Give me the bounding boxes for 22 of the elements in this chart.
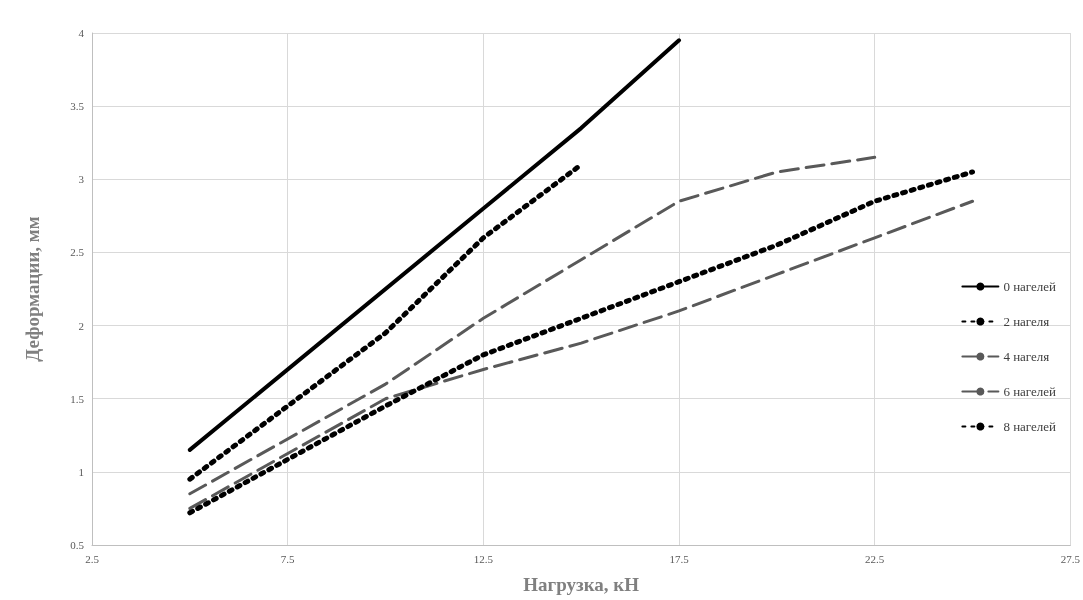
legend-label: 4 нагеля	[1003, 349, 1050, 364]
y-tick-label: 3.5	[70, 100, 85, 113]
line-series	[187, 38, 682, 452]
y-axis-title: Деформации, мм	[22, 216, 43, 362]
y-tick-label: 4	[78, 27, 85, 39]
y-tick-label: 3	[78, 173, 85, 186]
x-tick-label: 7.5	[280, 552, 296, 565]
y-tick-label: 1	[78, 465, 84, 478]
legend-label: 0 нагелей	[1003, 279, 1057, 294]
legend-label: 8 нагелей	[1003, 419, 1057, 434]
line-series	[188, 155, 877, 496]
x-axis-title: Нагрузка, кН	[523, 574, 640, 595]
legend-label: 6 нагелей	[1003, 384, 1057, 399]
x-tick-label: 17.5	[669, 552, 690, 565]
legend-label: 2 нагеля	[1003, 314, 1050, 329]
y-tick-label: 0.5	[70, 539, 85, 551]
x-tick-label: 22.5	[865, 552, 885, 565]
y-tick-label: 2.5	[70, 246, 85, 259]
y-tick-label: 1.5	[70, 392, 85, 405]
x-tick-label: 27.5	[1060, 552, 1081, 565]
y-tick-label: 2	[78, 319, 84, 332]
x-tick-label: 12.5	[473, 552, 494, 565]
